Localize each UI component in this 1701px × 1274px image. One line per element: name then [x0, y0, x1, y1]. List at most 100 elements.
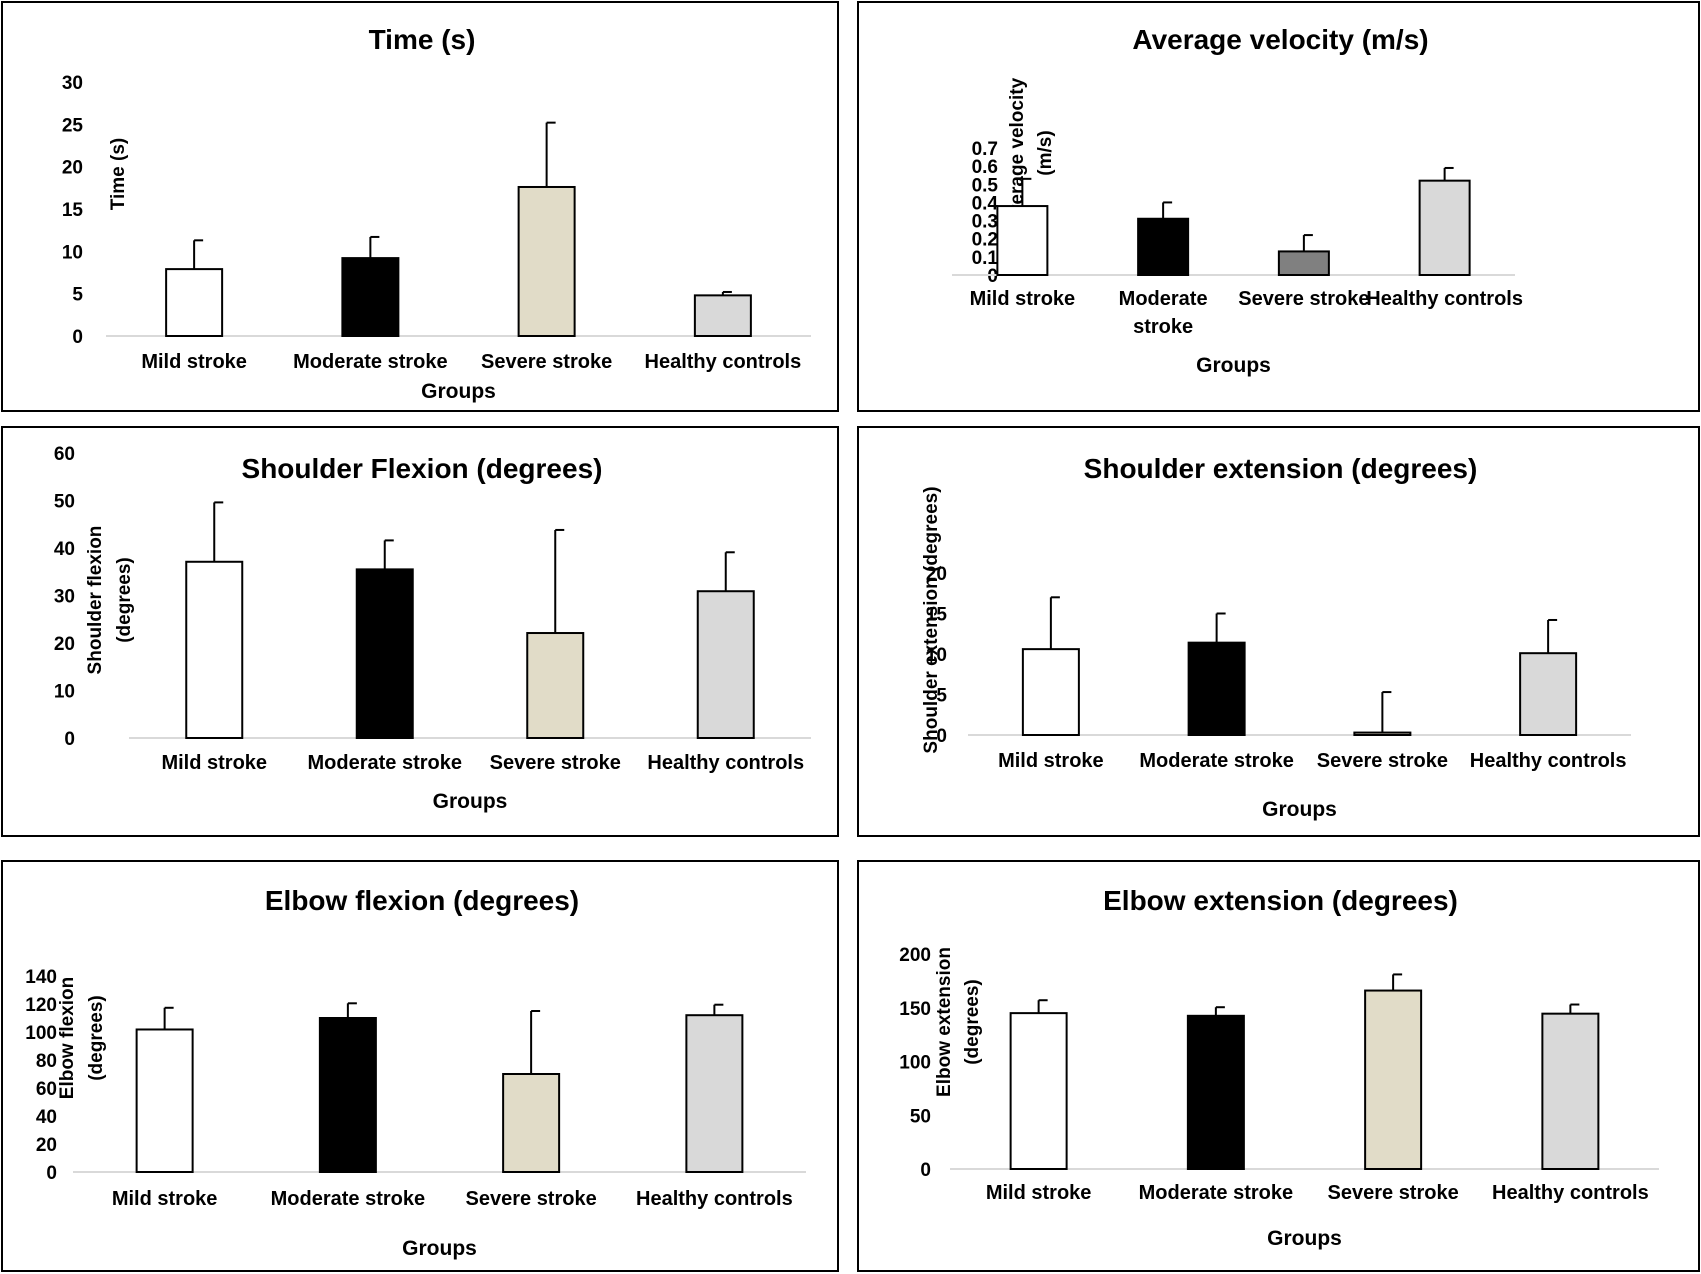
bar-elbow-flexion-3	[502, 1073, 561, 1173]
bar-shoulder-extension-4	[1519, 652, 1578, 736]
y-tick-label: 60	[54, 444, 75, 465]
y-tick-label: 10	[926, 645, 947, 666]
x-axis-label: Groups	[1267, 1227, 1342, 1250]
chart-elbow-extension: Elbow extension (degrees) 0 50 100 150 200 Elb…	[899, 885, 1659, 1250]
bar-shoulder-extension-2	[1187, 641, 1246, 736]
category-label: Mild stroke	[998, 750, 1104, 772]
category-label: Severe stroke	[490, 752, 621, 774]
category-label: Severe stroke	[1238, 288, 1369, 310]
chart-shoulder-extension: Shoulder extension (degrees)05101520Shou…	[921, 453, 1631, 821]
y-tick-label: 30	[62, 73, 83, 94]
y-axis-label: Shoulder flexion	[85, 526, 106, 675]
category-label: Severe stroke	[1328, 1182, 1459, 1204]
y-tick-label: 15	[62, 200, 84, 221]
y-axis-label: Elbow flexion	[57, 977, 78, 1099]
chart-title: Elbow extension (degrees)	[1103, 885, 1458, 916]
y-tick-label: 0	[64, 729, 75, 750]
bar-shoulder-flexion-3	[526, 632, 585, 739]
y-tick-label: 150	[899, 999, 931, 1020]
category-label: Mild stroke	[970, 288, 1076, 310]
bar-elbow-extension-2	[1186, 1014, 1245, 1170]
panel-shoulder-flexion: Shoulder Flexion (degrees) 0 10 20 30 40 50 60 S…	[1, 426, 839, 837]
y-tick-label: 120	[25, 995, 57, 1016]
chart-average-velocity: Average velocity (m/s)00.10.20.30.40.50.…	[952, 24, 1523, 377]
y-tick-label: 0	[936, 726, 947, 747]
y-tick-label: 10	[54, 682, 75, 703]
y-tick-label: 50	[54, 492, 75, 513]
category-label: Mild stroke	[112, 1188, 218, 1210]
bar-time-3	[517, 185, 576, 337]
y-tick-label: 60	[36, 1079, 57, 1100]
category-label: Moderate stroke	[1139, 1182, 1294, 1204]
x-axis-label: Groups	[421, 380, 496, 403]
chart-time: Time (s) 0 5 10 15 20 25 30 Time (s) Mild stroke M…	[62, 24, 811, 403]
bar-shoulder-extension-3	[1353, 731, 1412, 737]
chart-title: Shoulder Flexion (degrees)	[242, 453, 603, 484]
bar-shoulder-extension-1	[1021, 648, 1080, 736]
y-tick-label: 0.7	[972, 139, 998, 160]
y-tick-label: 100	[25, 1023, 57, 1044]
bar-average-velocity-4	[1418, 179, 1471, 277]
category-label: Severe stroke	[481, 351, 612, 373]
y-tick-label: 100	[899, 1053, 931, 1074]
x-axis-label: Groups	[402, 1237, 477, 1260]
bar-average-velocity-2	[1137, 217, 1190, 276]
x-axis-label: Groups	[433, 790, 508, 813]
category-label: Healthy controls	[647, 752, 804, 774]
category-label: Healthy controls	[1470, 750, 1627, 772]
category-label: Mild stroke	[986, 1182, 1092, 1204]
y-tick-label: 5	[936, 686, 947, 707]
bar-time-1	[165, 268, 224, 338]
category-label: Healthy controls	[636, 1188, 793, 1210]
bar-shoulder-flexion-4	[696, 590, 755, 739]
panel-average-velocity: Average velocity (m/s) 0 0.1 0.2 0.3 0.4 0.5 0.…	[857, 1, 1700, 412]
y-tick-label: 0	[987, 266, 998, 287]
y-tick-label: 20	[36, 1135, 57, 1156]
y-tick-label: 200	[899, 945, 931, 966]
chart-title: Average velocity (m/s)	[1132, 24, 1428, 55]
bar-average-velocity-3	[1277, 250, 1330, 277]
y-tick-label: 0.3	[972, 212, 998, 233]
y-tick-label: 0	[72, 327, 83, 348]
category-label: Severe stroke	[1317, 750, 1448, 772]
category-label: Moderate stroke	[1139, 750, 1294, 772]
category-label: Moderate stroke	[308, 752, 463, 774]
panel-shoulder-extension: Shoulder extension (degrees) 0 5 10 15 20 Shou…	[857, 426, 1700, 837]
chart-title: Shoulder extension (degrees)	[1084, 453, 1478, 484]
bar-elbow-flexion-2	[318, 1017, 377, 1173]
y-tick-label: 30	[54, 587, 75, 608]
y-tick-label: 0.2	[972, 230, 998, 251]
y-axis-label: (degrees)	[114, 557, 135, 643]
chart-elbow-flexion: Elbow flexion (degrees) 0 20 40 60 80 100 120 14…	[25, 885, 806, 1260]
y-tick-label: 50	[910, 1106, 931, 1127]
y-tick-label: 0.1	[972, 248, 999, 269]
y-axis-label: Elbow extension	[934, 947, 955, 1097]
y-tick-label: 20	[54, 634, 75, 655]
chart-title: Time (s)	[369, 24, 476, 55]
y-tick-label: 10	[62, 242, 83, 263]
y-tick-label: 0.4	[972, 193, 999, 214]
bar-average-velocity-1	[996, 205, 1049, 276]
category-label: Moderate stroke	[293, 351, 448, 373]
category-label: Healthy controls	[1366, 288, 1523, 310]
chart-shoulder-flexion: Shoulder Flexion (degrees) 0 10 20 30 40 50 60 S…	[54, 444, 811, 813]
y-tick-label: 15	[926, 605, 948, 626]
category-label: stroke	[1133, 316, 1193, 338]
bar-elbow-extension-4	[1541, 1012, 1600, 1170]
y-tick-label: 0.5	[972, 175, 999, 196]
bar-elbow-extension-3	[1364, 989, 1423, 1170]
x-axis-label: Groups	[1262, 798, 1337, 821]
bar-elbow-flexion-1	[135, 1028, 194, 1173]
bar-time-4	[693, 294, 752, 337]
y-tick-label: 80	[36, 1051, 57, 1072]
category-label: Mild stroke	[161, 752, 267, 774]
y-axis-label: (m/s)	[1035, 130, 1056, 175]
y-axis-label: Shoulder extension (degrees)	[921, 486, 942, 753]
y-tick-label: 140	[25, 967, 57, 988]
y-tick-label: 0	[920, 1160, 931, 1181]
bar-elbow-flexion-4	[685, 1014, 744, 1173]
y-tick-label: 0.6	[972, 157, 998, 178]
x-axis-label: Groups	[1196, 354, 1271, 377]
y-tick-label: 25	[62, 115, 84, 136]
y-tick-label: 5	[72, 285, 83, 306]
